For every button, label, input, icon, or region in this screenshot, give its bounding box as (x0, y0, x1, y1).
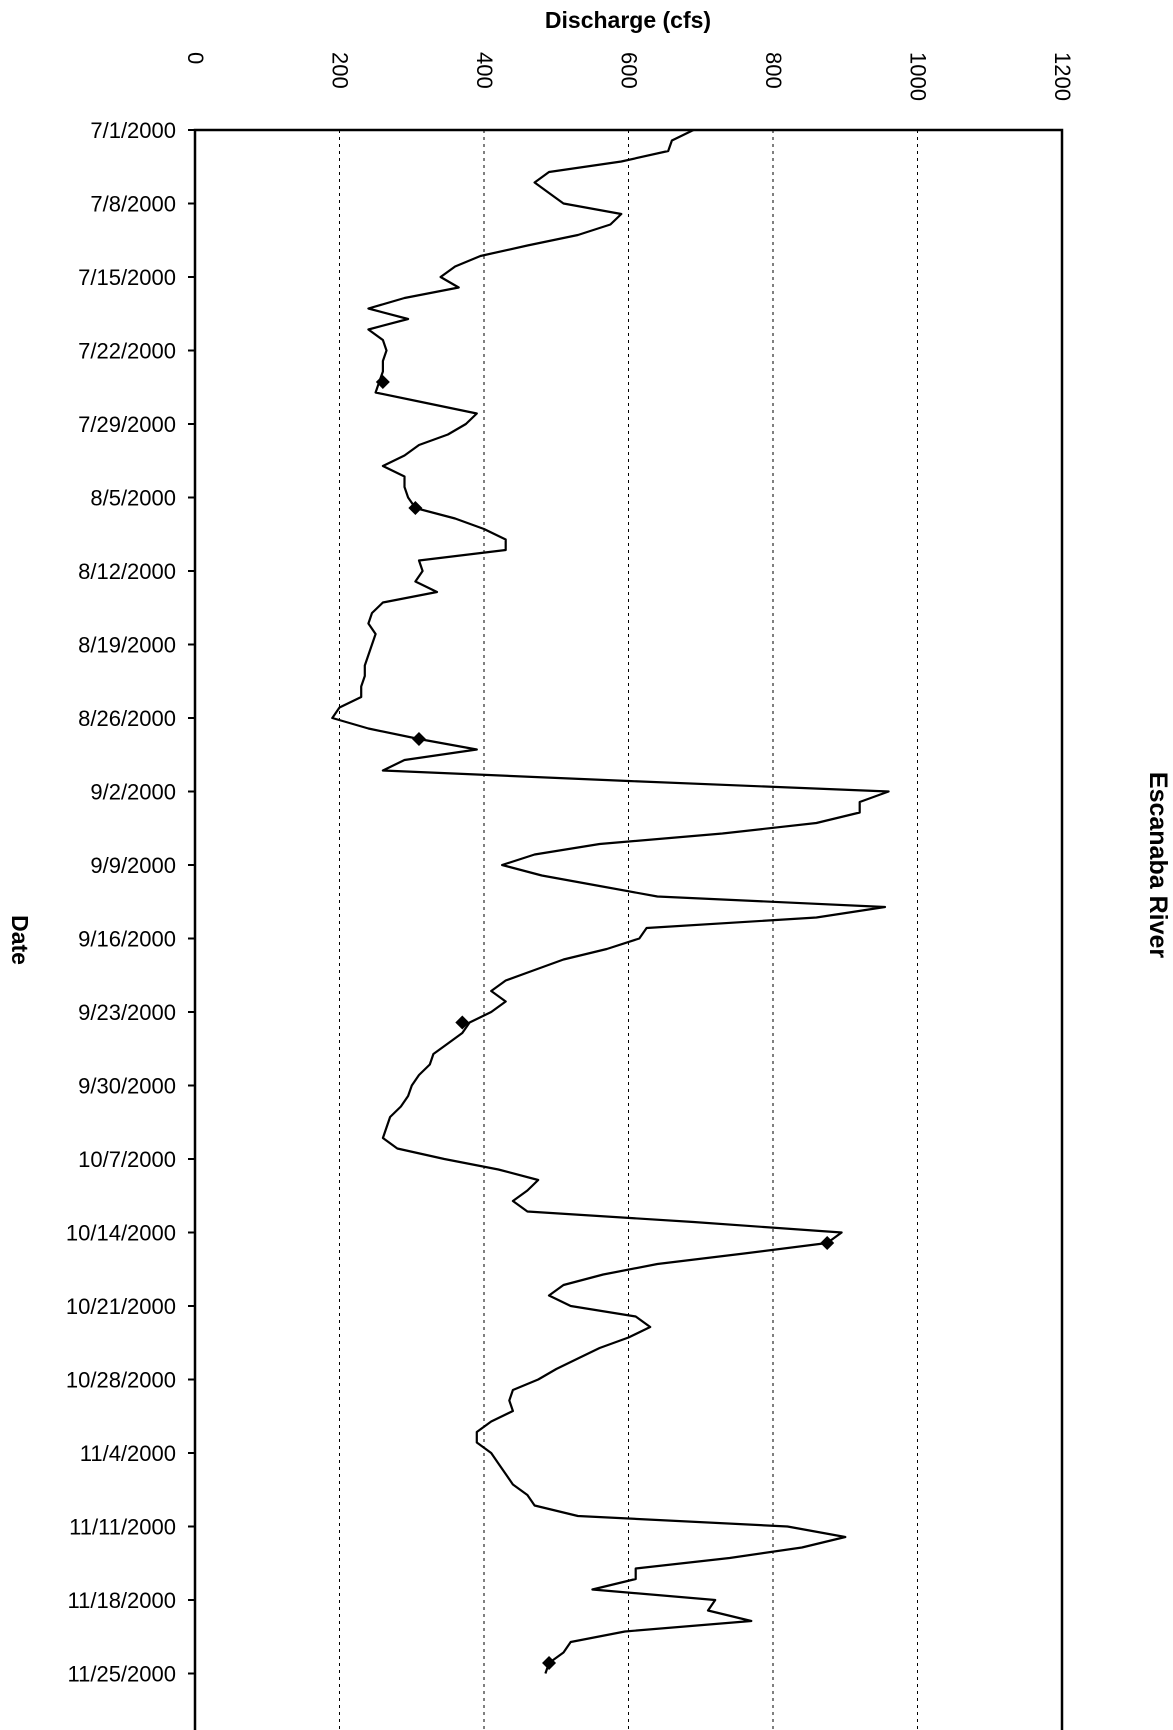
x-axis-title: Discharge (cfs) (545, 7, 711, 33)
y-tick-label: 7/15/2000 (78, 265, 176, 290)
y-axis-title: Date (7, 915, 33, 965)
discharge-tick-labels: 0 200 400 600 800 1000 1200 (183, 52, 1075, 101)
x-tick-label: 1000 (906, 52, 931, 101)
gridlines (339, 130, 918, 1730)
discharge-series (331, 129, 890, 1674)
y-tick-label: 10/21/2000 (66, 1294, 176, 1319)
diamond-marker (411, 732, 426, 746)
y-tick-label: 8/19/2000 (78, 633, 176, 658)
y-tick-label: 7/8/2000 (90, 192, 176, 217)
y-tick-label: 11/25/2000 (68, 1662, 176, 1687)
y-tick-label: 10/14/2000 (66, 1221, 176, 1246)
y-tick-label: 9/16/2000 (78, 927, 176, 952)
y-tick-label: 8/5/2000 (90, 486, 176, 511)
diamond-marker (542, 1656, 557, 1670)
diamond-marker (408, 501, 423, 515)
y-tick-label: 11/18/2000 (68, 1588, 176, 1613)
y-tick-label: 7/22/2000 (78, 339, 176, 364)
y-tick-label: 8/12/2000 (78, 559, 176, 584)
diamond-marker (375, 375, 390, 389)
x-tick-label: 0 (183, 52, 208, 64)
x-tick-label: 800 (761, 52, 786, 89)
x-tick-label: 400 (472, 52, 497, 89)
x-tick-label: 600 (617, 52, 642, 89)
discharge-line (331, 129, 890, 1674)
y-tick-label: 10/28/2000 (66, 1368, 176, 1393)
x-tick-label: 1200 (1050, 52, 1075, 101)
y-tick-label: 10/7/2000 (78, 1147, 176, 1172)
y-tick-label: 9/23/2000 (78, 1000, 176, 1025)
sample-markers (375, 375, 835, 1670)
y-tick-label: 9/2/2000 (90, 780, 176, 805)
diamond-marker (455, 1015, 470, 1030)
plot-frame (193, 128, 1064, 1730)
x-tick-label: 200 (328, 52, 353, 89)
diamond-marker (820, 1236, 835, 1250)
date-tick-labels: 7/1/2000 7/8/2000 7/15/2000 7/22/2000 7/29/2… (66, 118, 195, 1687)
y-tick-label: 11/4/2000 (80, 1441, 176, 1466)
y-tick-label: 11/11/2000 (69, 1515, 176, 1540)
y-tick-label: 9/30/2000 (78, 1074, 176, 1099)
y-tick-label: 8/26/2000 (78, 706, 176, 731)
y-tick-label: 7/29/2000 (78, 412, 176, 437)
y-tick-label: 7/1/2000 (90, 118, 176, 143)
chart-title: Escanaba River (1144, 772, 1172, 958)
y-tick-label: 9/9/2000 (90, 853, 176, 878)
